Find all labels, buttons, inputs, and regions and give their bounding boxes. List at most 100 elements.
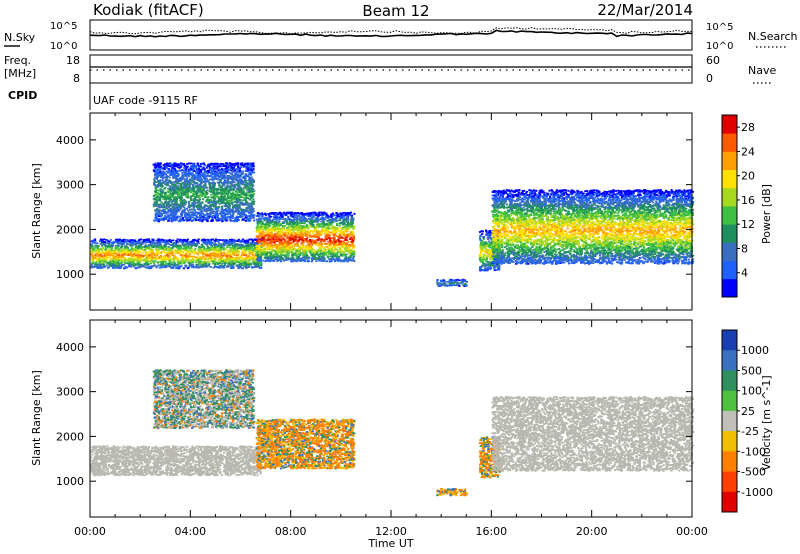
scatter-cell — [92, 266, 94, 268]
scatter-cell — [211, 249, 213, 251]
scatter-cell — [224, 262, 226, 264]
scatter-cell — [101, 251, 103, 253]
scatter-cell — [212, 248, 214, 250]
scatter-cell — [143, 239, 145, 241]
scatter-cell — [198, 246, 200, 248]
scatter-cell — [228, 252, 230, 254]
scatter-cell — [234, 240, 236, 242]
scatter-cell — [117, 262, 119, 264]
scatter-cell — [153, 242, 155, 244]
scatter-cell — [188, 247, 190, 249]
scatter-cell — [242, 250, 244, 252]
scatter-cell — [204, 239, 206, 241]
scatter-cell — [168, 246, 170, 248]
scatter-cell — [244, 258, 246, 260]
scatter-cell — [155, 265, 157, 267]
scatter-cell — [94, 247, 96, 249]
scatter-cell — [120, 252, 122, 254]
scatter-cell — [214, 242, 216, 244]
scatter-cell — [167, 255, 169, 257]
scatter-cell — [130, 251, 132, 253]
noise-panel-frame — [90, 20, 692, 50]
scatter-cell — [91, 245, 93, 247]
scatter-cell — [144, 249, 146, 251]
scatter-cell — [188, 262, 190, 264]
scatter-cell — [148, 239, 150, 241]
scatter-cell — [193, 256, 195, 258]
scatter-cell — [153, 239, 155, 241]
scatter-cell — [140, 242, 142, 244]
scatter-cell — [101, 248, 103, 250]
scatter-cell — [94, 242, 96, 244]
scatter-cell — [236, 245, 238, 247]
scatter-cell — [170, 241, 172, 243]
scatter-cell — [186, 250, 188, 252]
scatter-cell — [227, 245, 229, 247]
scatter-cell — [151, 255, 153, 257]
scatter-cell — [253, 243, 255, 245]
scatter-cell — [91, 243, 93, 245]
scatter-cell — [160, 259, 162, 261]
scatter-cell — [169, 244, 171, 246]
scatter-cell — [202, 254, 204, 256]
scatter-cell — [99, 254, 101, 256]
scatter-cell — [153, 254, 155, 256]
scatter-cell — [175, 244, 177, 246]
scatter-cell — [137, 247, 139, 249]
scatter-cell — [152, 265, 154, 267]
scatter-cell — [99, 261, 101, 263]
freq-label-line1: Freq. — [4, 54, 31, 67]
scatter-cell — [99, 267, 101, 269]
scatter-cell — [253, 245, 255, 247]
scatter-cell — [168, 240, 170, 242]
scatter-cell — [130, 266, 132, 268]
noise-left-label: N.Sky — [4, 31, 36, 44]
scatter-cell — [126, 241, 128, 243]
scatter-cell — [123, 260, 125, 262]
scatter-cell — [154, 244, 156, 246]
scatter-cell — [187, 267, 189, 269]
scatter-cell — [98, 252, 100, 254]
scatter-cell — [146, 263, 148, 265]
scatter-cell — [105, 253, 107, 255]
scatter-cell — [132, 263, 134, 265]
scatter-cell — [239, 244, 241, 246]
scatter-cell — [235, 249, 237, 251]
scatter-cell — [127, 251, 129, 253]
scatter-cell — [150, 258, 152, 260]
date-title: 22/Mar/2014 — [597, 1, 693, 19]
scatter-cell — [212, 176, 214, 178]
scatter-cell — [144, 245, 146, 247]
scatter-cell — [101, 245, 103, 247]
scatter-cell — [147, 241, 149, 243]
scatter-cell — [225, 249, 227, 251]
scatter-cell — [161, 267, 163, 269]
scatter-cell — [96, 242, 98, 244]
scatter-cell — [134, 253, 136, 255]
scatter-cell — [186, 260, 188, 262]
scatter-cell — [132, 244, 134, 246]
scatter-cell — [217, 254, 219, 256]
scatter-cell — [258, 265, 260, 267]
scatter-cell — [239, 256, 241, 258]
cpid-label: CPID — [8, 89, 37, 102]
scatter-cell — [105, 248, 107, 250]
scatter-cell — [198, 262, 200, 264]
scatter-cell — [204, 254, 206, 256]
scatter-cell — [117, 239, 119, 241]
scatter-cell — [245, 254, 247, 256]
scatter-cell — [180, 263, 182, 265]
scatter-cell — [192, 264, 194, 266]
scatter-cell — [249, 252, 251, 254]
scatter-cell — [238, 239, 240, 241]
scatter-cell — [96, 253, 98, 255]
scatter-cell — [182, 248, 184, 250]
scatter-cell — [195, 260, 197, 262]
scatter-cell — [97, 245, 99, 247]
scatter-cell — [136, 259, 138, 261]
scatter-cell — [173, 255, 175, 257]
scatter-cell — [227, 265, 229, 267]
scatter-cell — [165, 266, 167, 268]
noise-right-label: N.Search — [748, 30, 798, 43]
scatter-cell — [193, 250, 195, 252]
